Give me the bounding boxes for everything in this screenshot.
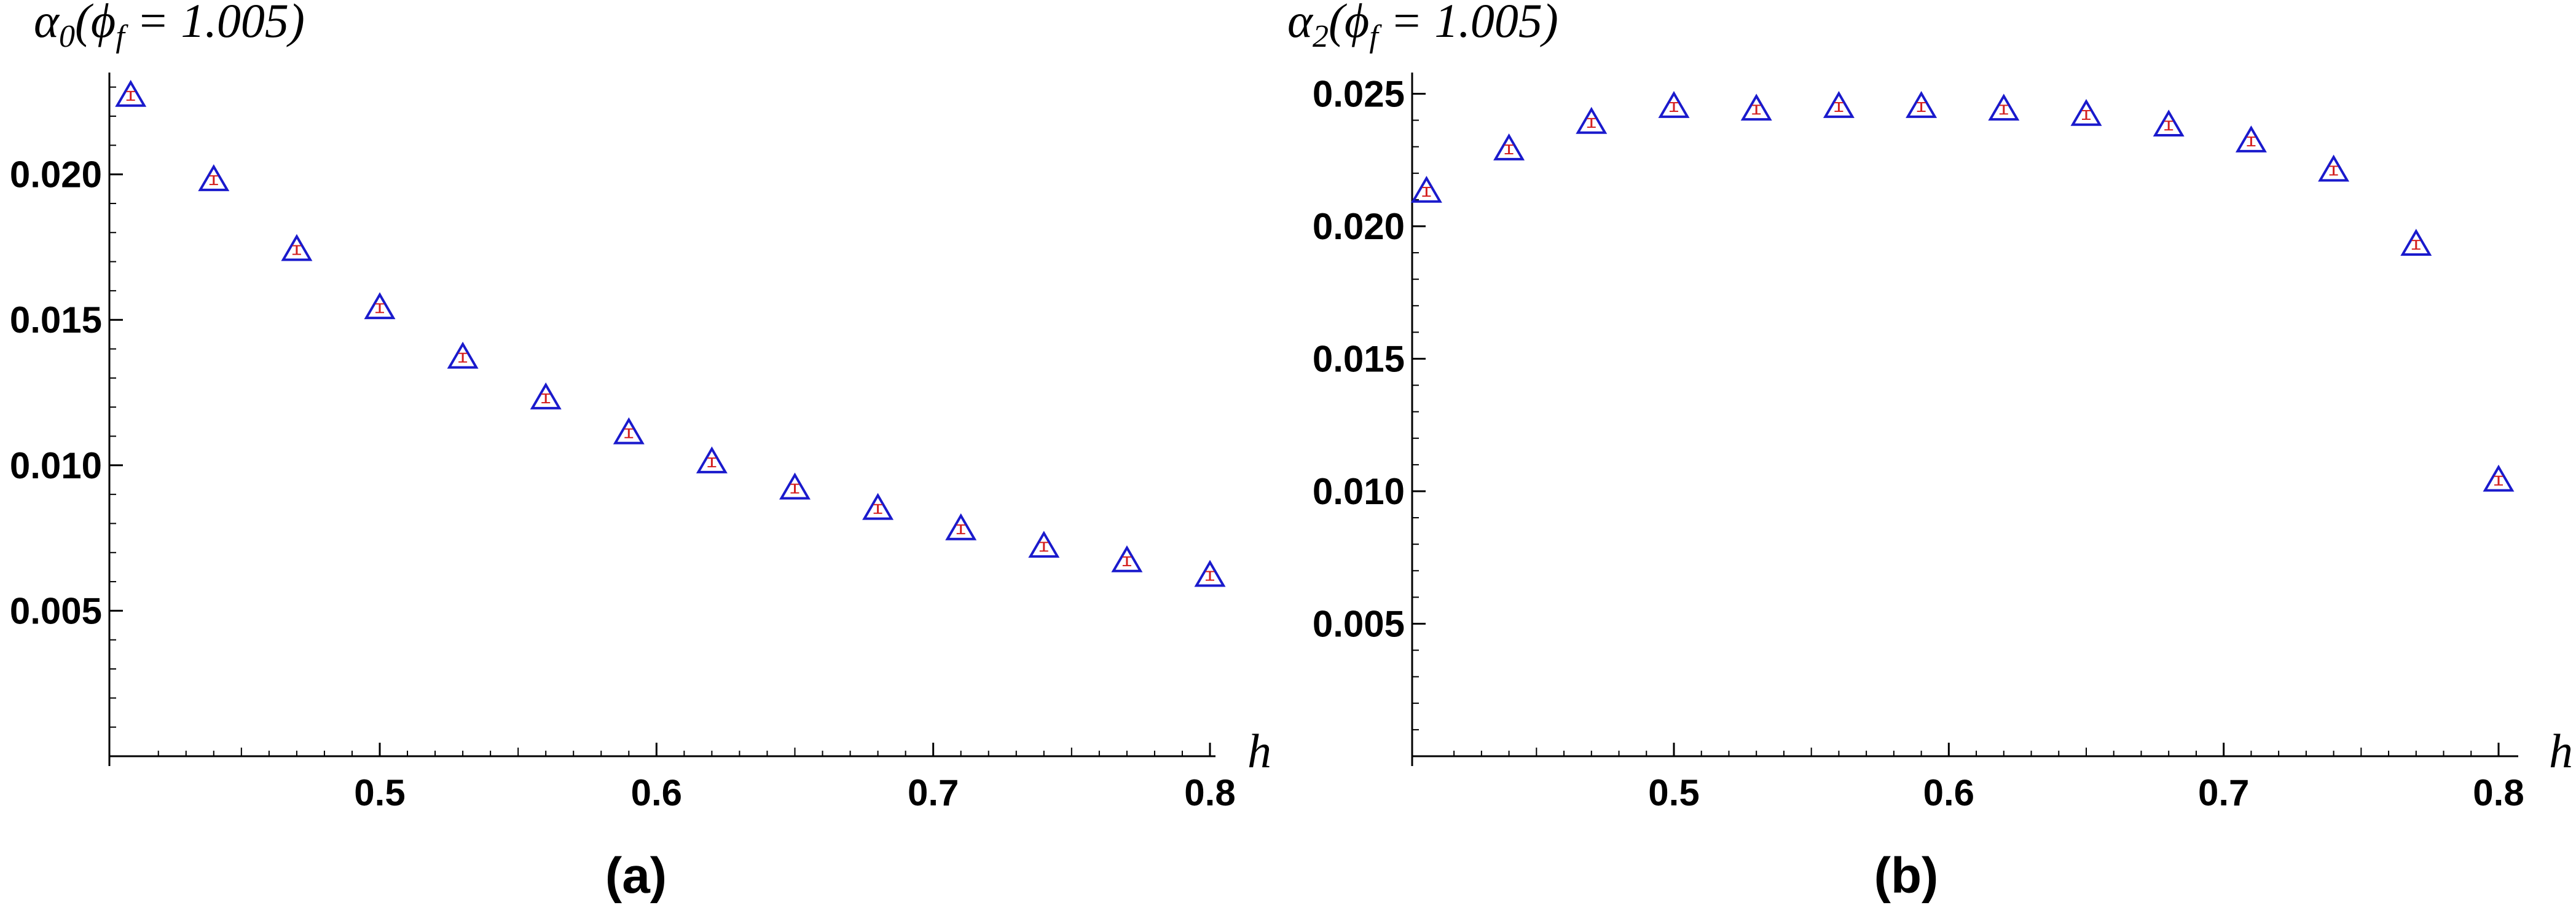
data-point-marker-b: [2400, 229, 2432, 256]
y-tick-label-a: 0.020: [10, 154, 102, 196]
x-tick-label-b: 0.7: [2198, 772, 2249, 813]
panel-a: α0(ϕf = 1.005) 0.5 0.6 0.7 0.8 0.005 0.010 0.0…: [10, 0, 1271, 904]
data-point-marker-a: [530, 382, 562, 409]
panel-label-b: (b): [1874, 848, 1939, 904]
data-point-marker-a: [281, 234, 313, 261]
x-tick-label-b: 0.8: [2473, 772, 2524, 813]
data-point-marker-a: [945, 513, 977, 540]
y-tick-label-a: 0.005: [10, 590, 102, 631]
x-tick-label-a: 0.7: [908, 772, 959, 813]
data-point-marker-b: [1658, 91, 1690, 118]
data-point-marker-a: [364, 292, 396, 320]
y-tick-label-a: 0.010: [10, 445, 102, 486]
data-point-marker-a: [779, 472, 811, 500]
y-tick-label-a: 0.015: [10, 299, 102, 341]
data-point-marker-b: [2483, 464, 2515, 492]
axes-b: 0.5 0.6 0.7 0.8 0.005 0.010 0.015 0.020 0.025: [1313, 73, 2524, 813]
axes-a: 0.5 0.6 0.7 0.8 0.005 0.010 0.015 0.020: [10, 73, 1236, 813]
data-point-marker-b: [1823, 91, 1855, 118]
data-point-marker-b: [1576, 106, 1608, 134]
data-point-marker-a: [1194, 559, 1226, 587]
x-axis-title-a: h: [1247, 724, 1271, 778]
data-point-marker-b: [1493, 133, 1525, 160]
x-tick-label-a: 0.5: [354, 772, 405, 813]
panel-b: α2(ϕf = 1.005) 0.5 0.6 0.7 0.8 0.005 0.010 0.0…: [1287, 0, 2573, 904]
data-point-marker-b: [2235, 125, 2267, 152]
y-tick-label-b: 0.005: [1313, 603, 1405, 644]
data-point-marker-a: [613, 417, 645, 445]
data-point-marker-b: [1410, 175, 1442, 203]
data-point-marker-a: [696, 446, 728, 473]
data-point-marker-b: [1906, 91, 1938, 118]
x-tick-label-b: 0.6: [1923, 772, 1974, 813]
data-point-marker-a: [862, 492, 894, 520]
panel-label-a: (a): [605, 848, 667, 904]
data-marks-b: [1410, 91, 2515, 492]
data-point-marker-b: [2070, 98, 2102, 126]
y-axis-title-a: α0(ϕf = 1.005): [34, 0, 305, 54]
x-tick-label-a: 0.8: [1184, 772, 1235, 813]
data-point-marker-b: [2153, 109, 2185, 137]
y-tick-label-b: 0.020: [1313, 206, 1405, 247]
x-tick-label-b: 0.5: [1648, 772, 1699, 813]
y-tick-label-b: 0.025: [1313, 73, 1405, 114]
data-point-marker-a: [1028, 531, 1060, 558]
data-point-marker-b: [2318, 154, 2350, 182]
x-axis-title-b: h: [2549, 724, 2573, 778]
data-point-marker-a: [1111, 545, 1143, 572]
data-marks-a: [115, 79, 1226, 587]
data-point-marker-b: [1740, 93, 1772, 121]
y-tick-label-b: 0.010: [1313, 471, 1405, 512]
y-axis-title-b: α2(ϕf = 1.005): [1287, 0, 1558, 54]
data-point-marker-b: [1988, 93, 2020, 121]
x-tick-label-a: 0.6: [631, 772, 682, 813]
data-point-marker-a: [198, 164, 230, 191]
data-point-marker-a: [447, 341, 479, 369]
y-tick-label-b: 0.015: [1313, 338, 1405, 379]
data-point-marker-a: [115, 79, 147, 107]
